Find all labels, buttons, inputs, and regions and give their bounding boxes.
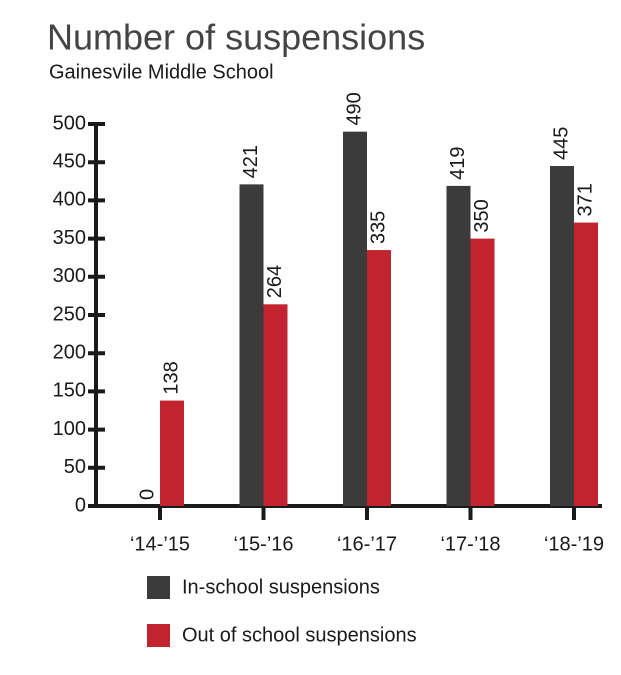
value-label: 335 xyxy=(367,211,389,244)
legend-swatch xyxy=(147,624,170,647)
value-label: 138 xyxy=(160,361,182,394)
bar xyxy=(239,184,264,506)
chart-subtitle: Gainesvile Middle School xyxy=(49,61,274,83)
bar xyxy=(470,238,495,506)
x-tick-label: ‘16-’17 xyxy=(337,533,397,555)
value-label: 421 xyxy=(240,145,262,178)
x-tick-label: ‘14-’15 xyxy=(130,533,190,555)
chart-title: Number of suspensions xyxy=(47,17,425,58)
legend-label: In-school suspensions xyxy=(182,576,380,598)
bar xyxy=(263,304,288,506)
value-label: 0 xyxy=(136,489,158,500)
value-label: 264 xyxy=(264,265,286,298)
y-tick-label: 300 xyxy=(53,265,86,287)
value-label: 371 xyxy=(574,183,596,216)
y-tick-label: 450 xyxy=(53,150,86,172)
x-tick-label: ‘17-’18 xyxy=(440,533,500,555)
x-tick-label: ‘18-’19 xyxy=(544,533,604,555)
legend-swatch xyxy=(147,576,170,599)
legend-label: Out of school suspensions xyxy=(182,624,417,646)
y-tick-label: 500 xyxy=(53,112,86,134)
value-label: 419 xyxy=(447,147,469,180)
y-tick-label: 50 xyxy=(64,456,86,478)
y-tick-label: 200 xyxy=(53,341,86,363)
y-tick-label: 250 xyxy=(53,303,86,325)
y-tick-label: 400 xyxy=(53,189,86,211)
bar xyxy=(550,166,574,506)
bar xyxy=(574,222,598,506)
bar xyxy=(343,131,367,506)
y-tick-label: 150 xyxy=(53,380,86,402)
y-tick-label: 350 xyxy=(53,227,86,249)
bar xyxy=(160,400,184,506)
y-tick-label: 100 xyxy=(53,418,86,440)
y-tick-label: 0 xyxy=(75,494,86,516)
x-tick-label: ‘15-’16 xyxy=(233,533,293,555)
value-label: 350 xyxy=(471,199,493,232)
bar xyxy=(367,250,391,506)
value-label: 445 xyxy=(550,127,572,160)
bar xyxy=(446,185,471,506)
value-label: 490 xyxy=(343,92,365,125)
